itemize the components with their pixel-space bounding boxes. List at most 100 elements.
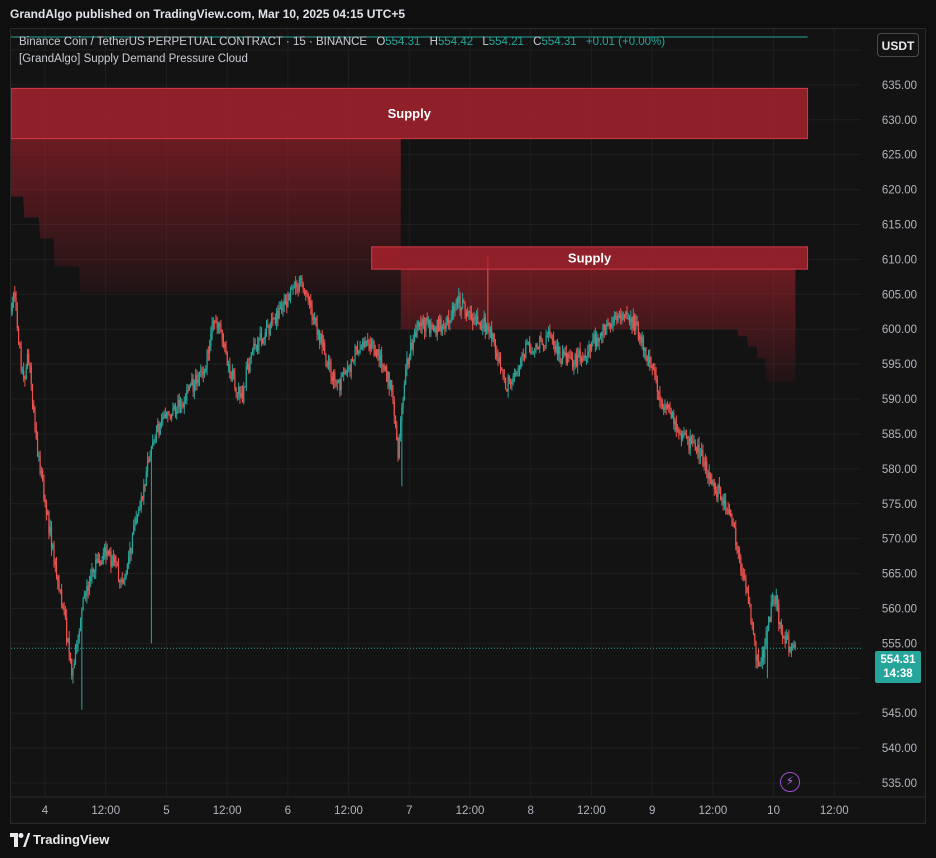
candle-body: [262, 338, 264, 343]
candle-body: [725, 500, 727, 508]
candle-body: [416, 326, 418, 337]
currency-button[interactable]: USDT: [877, 33, 919, 57]
candle-body: [215, 321, 217, 323]
low-label: L: [482, 36, 489, 48]
candle-body: [15, 297, 17, 311]
candle-body: [54, 561, 56, 565]
candle-body: [249, 357, 251, 372]
candle-body: [83, 594, 85, 599]
candle-body: [308, 299, 311, 301]
candle-body: [493, 333, 495, 343]
candle-body: [469, 311, 471, 313]
candle-body: [697, 444, 699, 452]
price-tick-label: 630.00: [882, 115, 917, 127]
last-price-value: 554.31: [880, 654, 916, 666]
price-tick-label: 540.00: [882, 743, 917, 755]
candle-body: [660, 399, 662, 402]
candle-body: [313, 317, 316, 321]
candle-body: [393, 402, 395, 416]
candle-body: [362, 341, 364, 346]
supply-zone-label-1: Supply: [388, 106, 432, 121]
candle-body: [609, 323, 612, 328]
candle-body: [730, 510, 732, 517]
candle-body: [147, 460, 149, 472]
candle-body: [742, 575, 744, 577]
candle-body: [386, 366, 388, 382]
candle-body: [461, 300, 464, 308]
candle-body: [201, 370, 203, 373]
candle-body: [568, 354, 570, 357]
candle-body: [335, 380, 337, 383]
candle-body: [752, 624, 755, 634]
candle-body: [527, 341, 529, 343]
candle-body: [238, 386, 240, 394]
chart-area[interactable]: SupplySupply640.00635.00630.00625.00620.…: [10, 28, 926, 824]
candle-body: [765, 631, 767, 646]
candle-body: [72, 668, 74, 676]
candle-body: [602, 324, 604, 336]
publish-text: GrandAlgo published on TradingView.com, …: [10, 7, 406, 21]
price-tick-label: 620.00: [882, 185, 917, 197]
candle-body: [687, 436, 689, 438]
candle-body: [278, 307, 280, 319]
candle-body: [432, 326, 435, 331]
candle-body: [453, 305, 455, 313]
candle-body: [23, 369, 25, 378]
candle-body: [276, 310, 278, 324]
candle-body: [554, 343, 556, 352]
candle-body: [365, 340, 368, 342]
candle-body: [52, 544, 54, 548]
candle-body: [240, 392, 242, 398]
candle-body: [521, 354, 523, 359]
candle-body: [771, 600, 774, 603]
candle-body: [418, 322, 421, 324]
change-value: +0.01 (+0.00%): [585, 36, 666, 48]
candle-body: [683, 432, 685, 435]
lightning-icon[interactable]: ⚡: [780, 772, 800, 792]
candle-body: [159, 423, 161, 436]
tradingview-brand[interactable]: TradingView: [33, 832, 110, 847]
candle-body: [429, 320, 431, 334]
price-tick-label: 605.00: [882, 289, 917, 301]
candle-body: [383, 365, 385, 370]
low-value: 554.21: [488, 36, 524, 48]
candle-body: [57, 576, 59, 583]
candle-body: [670, 412, 672, 419]
candle-body: [281, 307, 283, 311]
candle-body: [377, 349, 379, 356]
candle-body: [55, 564, 58, 577]
candle-body: [518, 367, 521, 369]
candle-body: [348, 367, 350, 369]
candle-body: [310, 300, 312, 308]
indicator-legend[interactable]: [GrandAlgo] Supply Demand Pressure Cloud: [19, 53, 248, 65]
candle-body: [35, 430, 37, 439]
candle-body: [235, 387, 237, 393]
candle-body: [637, 323, 639, 340]
candle-body: [191, 378, 193, 385]
candle-body: [407, 359, 409, 365]
candle-body: [652, 368, 655, 370]
candle-body: [448, 317, 450, 324]
candle-body: [711, 479, 713, 485]
candle-body: [741, 571, 743, 576]
candle-body: [532, 351, 534, 353]
candle-body: [243, 387, 245, 403]
candle-body: [101, 559, 103, 565]
candle-body: [665, 405, 667, 409]
candle-body: [387, 372, 389, 382]
candle-body: [292, 287, 294, 290]
candle-body: [631, 318, 633, 328]
candlestick-chart[interactable]: SupplySupply640.00635.00630.00625.00620.…: [11, 29, 925, 823]
candle-body: [401, 408, 403, 422]
candle-body: [517, 367, 519, 373]
candle-body: [458, 295, 460, 304]
candle-body: [556, 346, 559, 355]
candle-body: [382, 365, 384, 367]
candle-body: [785, 635, 787, 644]
candle-body: [208, 345, 211, 354]
candle-body: [641, 337, 643, 343]
candle-body: [153, 441, 155, 443]
price-tick-label: 585.00: [882, 429, 917, 441]
candle-body: [707, 470, 709, 480]
tradingview-logo-icon[interactable]: [10, 833, 30, 847]
